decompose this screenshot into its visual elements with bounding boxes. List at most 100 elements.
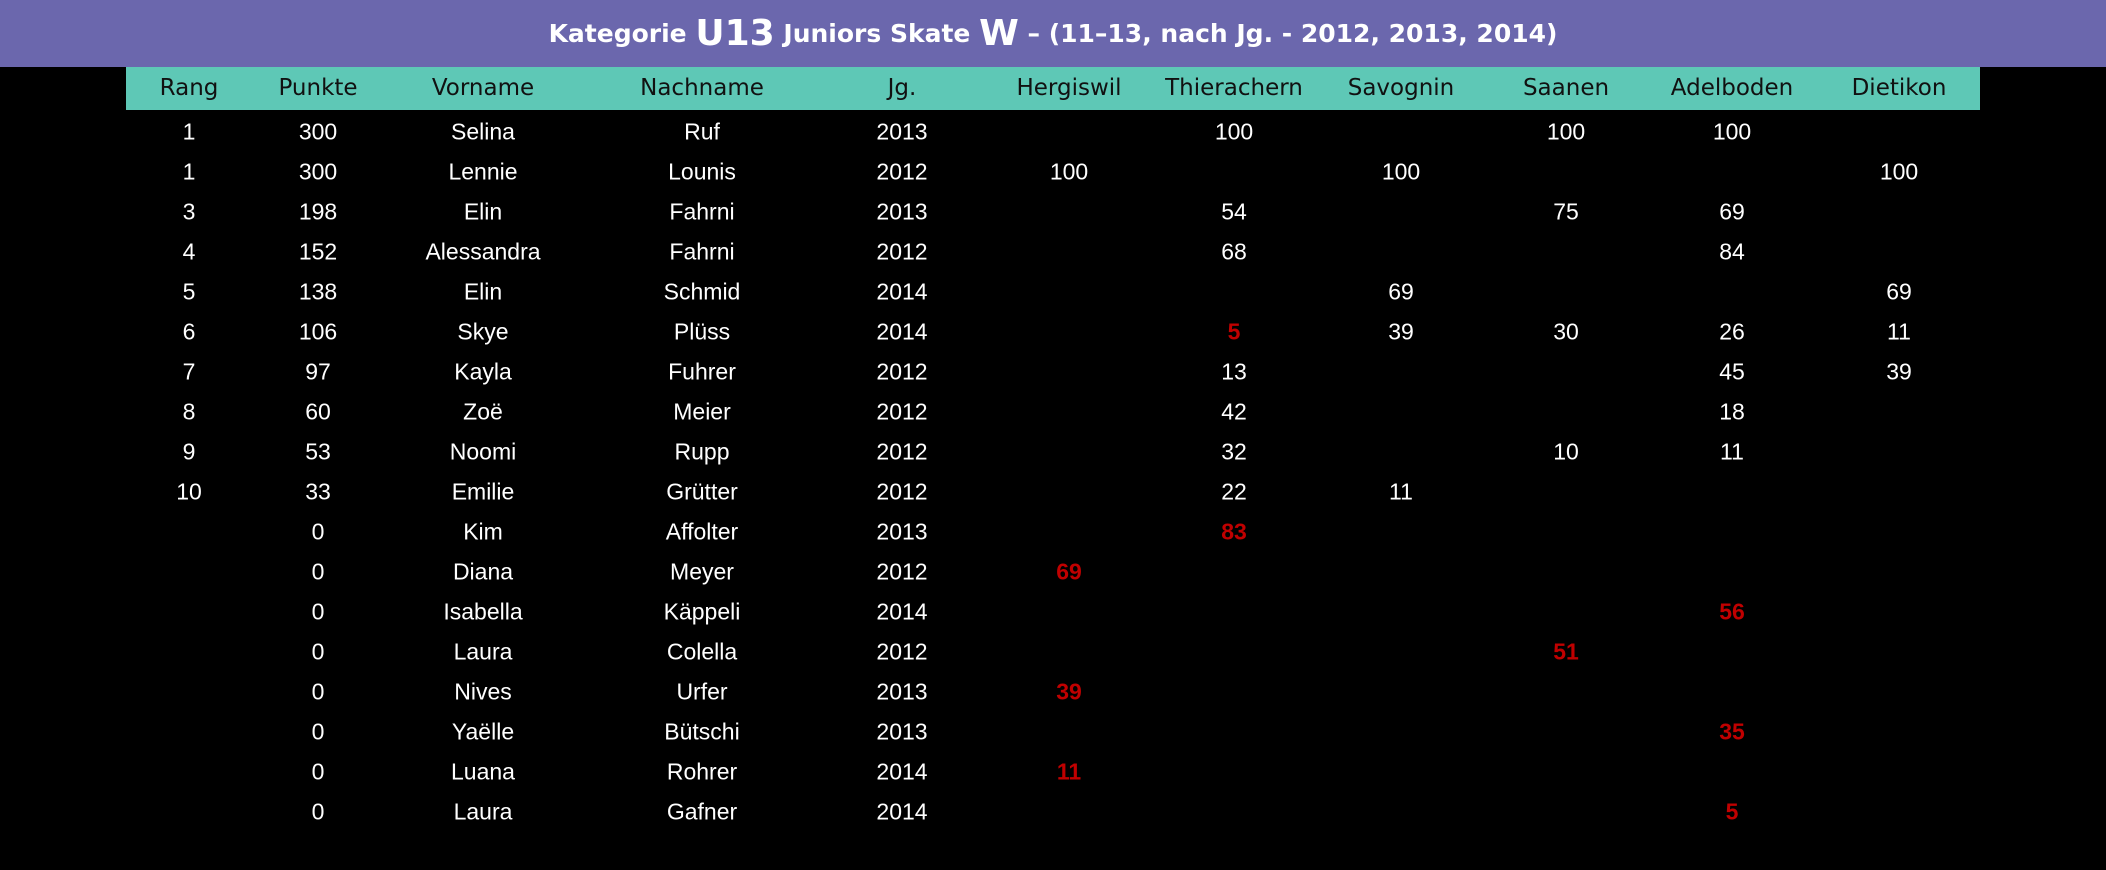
column-header: Jg.: [887, 75, 917, 101]
table-cell: 2012: [876, 358, 928, 385]
title-text: Juniors Skate: [774, 19, 980, 48]
table-cell: 2014: [876, 278, 928, 305]
table-cell: 97: [305, 358, 331, 385]
table-cell: 198: [298, 198, 338, 225]
table-cell: 0: [311, 798, 325, 825]
table-cell: 35: [1719, 718, 1745, 745]
table-cell: 2014: [876, 318, 928, 345]
table-cell: 2013: [876, 198, 928, 225]
table-cell: Fuhrer: [668, 358, 736, 385]
title-bar: Kategorie U13 Juniors Skate W – (11–13, …: [0, 0, 2106, 67]
table-cell: 2014: [876, 798, 928, 825]
table-cell: 11: [1720, 438, 1744, 465]
table-cell: 11: [1887, 318, 1911, 345]
table-cell: 0: [311, 718, 325, 745]
table-cell: Fahrni: [669, 238, 735, 265]
table-cell: 106: [298, 318, 338, 345]
table-cell: 39: [1056, 678, 1082, 705]
table-cell: 300: [298, 158, 338, 185]
table-cell: Bütschi: [664, 718, 740, 745]
table-cell: 2014: [876, 598, 928, 625]
table-cell: Elin: [463, 278, 503, 305]
table-cell: Kim: [463, 518, 503, 545]
table-cell: 100: [1381, 158, 1421, 185]
table-cell: Gafner: [666, 798, 738, 825]
table-cell: 5: [182, 278, 196, 305]
table-cell: 2012: [876, 398, 928, 425]
table-cell: Lounis: [668, 158, 736, 185]
table-cell: 13: [1221, 358, 1247, 385]
table-cell: 75: [1553, 198, 1579, 225]
table-cell: 60: [305, 398, 331, 425]
column-header: Dietikon: [1851, 75, 1947, 101]
table-cell: 10: [176, 478, 202, 505]
table-cell: Laura: [453, 798, 513, 825]
table-cell: Grütter: [666, 478, 738, 505]
table-cell: 0: [311, 758, 325, 785]
table-cell: 0: [311, 638, 325, 665]
table-cell: 54: [1221, 198, 1247, 225]
table-cell: 2013: [876, 718, 928, 745]
table-cell: 8: [182, 398, 196, 425]
table-cell: Selina: [451, 118, 515, 145]
column-header: Thierachern: [1165, 75, 1303, 101]
table-cell: 152: [298, 238, 338, 265]
column-header: Hergiswil: [1016, 75, 1122, 101]
table-cell: 2012: [876, 238, 928, 265]
table-cell: Urfer: [676, 678, 728, 705]
table-cell: Schmid: [663, 278, 741, 305]
table-cell: 51: [1553, 638, 1579, 665]
table-cell: 2013: [876, 118, 928, 145]
table-cell: Colella: [666, 638, 738, 665]
table-cell: Nives: [454, 678, 512, 705]
table-cell: 9: [182, 438, 196, 465]
table-cell: Fahrni: [669, 198, 735, 225]
table-cell: Lennie: [448, 158, 518, 185]
table-cell: 100: [1546, 118, 1586, 145]
table-cell: 30: [1553, 318, 1579, 345]
table-cell: Kayla: [454, 358, 512, 385]
column-header: Adelboden: [1670, 75, 1794, 101]
table-cell: 39: [1388, 318, 1414, 345]
table-cell: 6: [182, 318, 196, 345]
table-cell: 11: [1389, 478, 1413, 505]
title-text: W: [979, 13, 1019, 54]
column-header: Savognin: [1347, 75, 1455, 101]
title-text: U13: [695, 13, 775, 54]
table-cell: 2013: [876, 678, 928, 705]
table-cell: 39: [1886, 358, 1912, 385]
table-cell: 100: [1712, 118, 1752, 145]
table-cell: Plüss: [673, 318, 731, 345]
table-cell: Diana: [452, 558, 514, 585]
table-cell: 33: [305, 478, 331, 505]
table-cell: Meier: [673, 398, 731, 425]
table-cell: 100: [1214, 118, 1254, 145]
table-cell: 26: [1719, 318, 1745, 345]
table-cell: Rupp: [674, 438, 730, 465]
table-cell: 138: [298, 278, 338, 305]
table-cell: 5: [1725, 798, 1739, 825]
column-header: Punkte: [278, 75, 358, 101]
table-cell: 1: [182, 158, 196, 185]
table-cell: Skye: [457, 318, 509, 345]
title-text: – (11–13, nach Jg. - 2012, 2013, 2014): [1018, 19, 1558, 48]
table-cell: 69: [1886, 278, 1912, 305]
table-cell: 2012: [876, 158, 928, 185]
table-cell: Käppeli: [663, 598, 741, 625]
table-cell: 100: [1049, 158, 1089, 185]
table-cell: Luana: [451, 758, 515, 785]
table-cell: Laura: [453, 638, 513, 665]
table-cell: 18: [1719, 398, 1745, 425]
header-row: Rang Punkte Vorname Nachname Jg. Hergiswil Thi…: [126, 67, 1980, 110]
table-cell: 0: [311, 518, 325, 545]
table-cell: 4: [182, 238, 196, 265]
table-cell: Zoë: [463, 398, 503, 425]
table-cell: 2012: [876, 478, 928, 505]
column-header: Nachname: [640, 75, 764, 101]
table-cell: Ruf: [684, 118, 720, 145]
table-cell: 32: [1221, 438, 1247, 465]
table-cell: 2013: [876, 518, 928, 545]
table-cell: 42: [1221, 398, 1247, 425]
table-cell: Isabella: [443, 598, 523, 625]
table-cell: 0: [311, 598, 325, 625]
